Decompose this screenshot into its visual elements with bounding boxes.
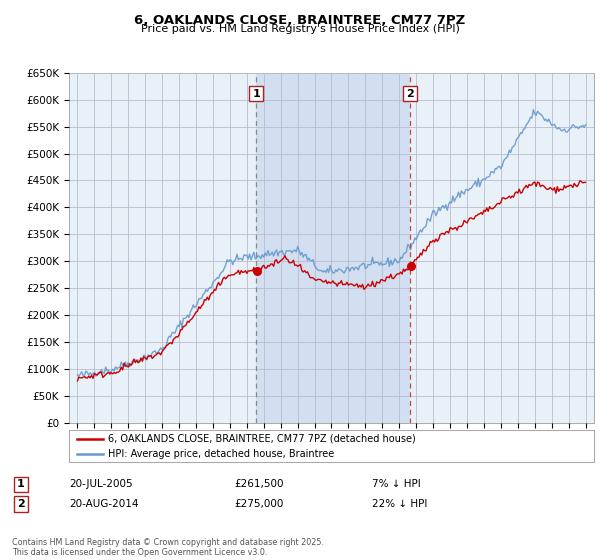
Text: 20-JUL-2005: 20-JUL-2005	[69, 479, 133, 489]
Text: Price paid vs. HM Land Registry's House Price Index (HPI): Price paid vs. HM Land Registry's House …	[140, 24, 460, 34]
Text: £261,500: £261,500	[234, 479, 284, 489]
Text: Contains HM Land Registry data © Crown copyright and database right 2025.
This d: Contains HM Land Registry data © Crown c…	[12, 538, 324, 557]
Text: 6, OAKLANDS CLOSE, BRAINTREE, CM77 7PZ (detached house): 6, OAKLANDS CLOSE, BRAINTREE, CM77 7PZ (…	[109, 433, 416, 444]
Text: 20-AUG-2014: 20-AUG-2014	[69, 499, 139, 509]
Text: 2: 2	[17, 499, 25, 509]
Text: HPI: Average price, detached house, Braintree: HPI: Average price, detached house, Brai…	[109, 449, 335, 459]
Text: 7% ↓ HPI: 7% ↓ HPI	[372, 479, 421, 489]
Text: 6, OAKLANDS CLOSE, BRAINTREE, CM77 7PZ: 6, OAKLANDS CLOSE, BRAINTREE, CM77 7PZ	[134, 14, 466, 27]
Text: 2: 2	[406, 88, 414, 99]
Text: 22% ↓ HPI: 22% ↓ HPI	[372, 499, 427, 509]
Text: 1: 1	[252, 88, 260, 99]
Text: £275,000: £275,000	[234, 499, 283, 509]
Point	[252, 267, 262, 276]
Bar	[256, 73, 410, 423]
Point	[406, 262, 415, 270]
Text: 1: 1	[17, 479, 25, 489]
FancyBboxPatch shape	[69, 430, 594, 462]
